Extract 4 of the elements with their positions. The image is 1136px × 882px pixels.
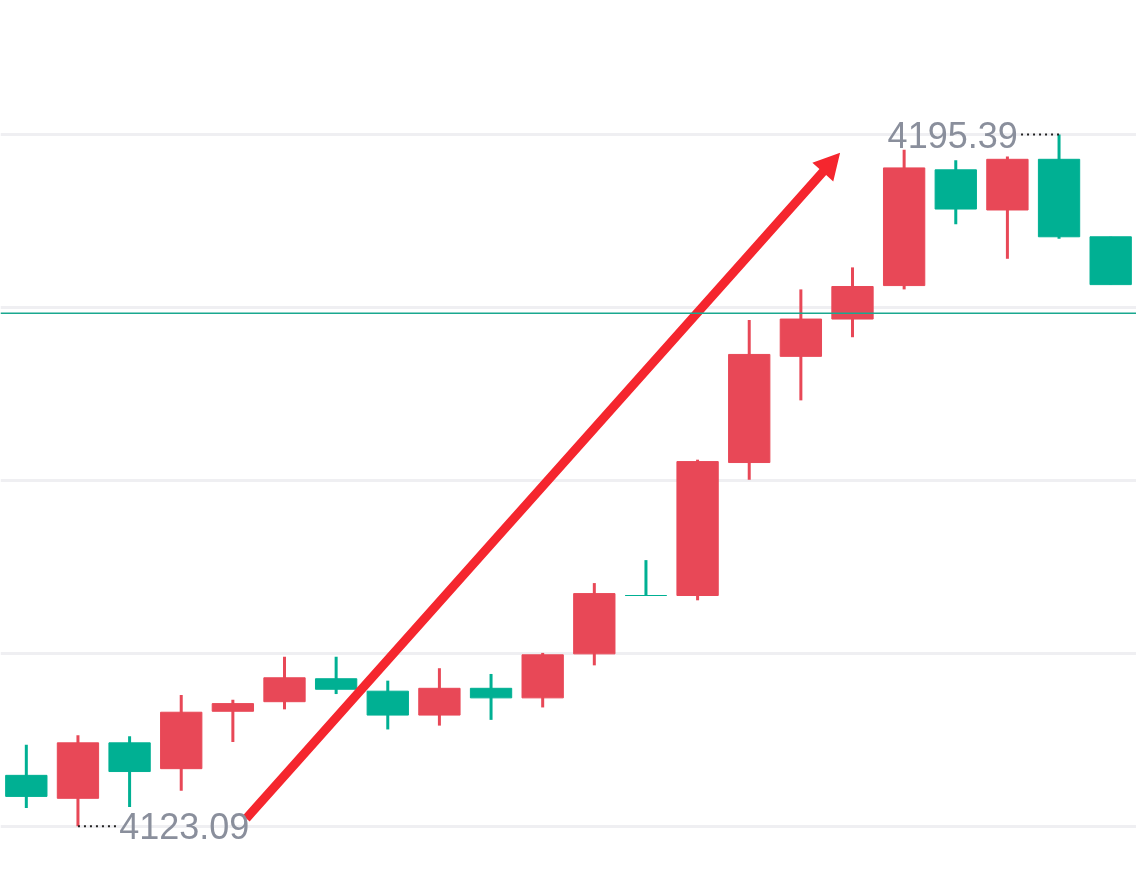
- candlestick: [624, 560, 668, 597]
- candlestick: [211, 698, 255, 742]
- annotation: 4195.39: [887, 114, 1018, 156]
- annotation: 4123.09: [119, 806, 250, 848]
